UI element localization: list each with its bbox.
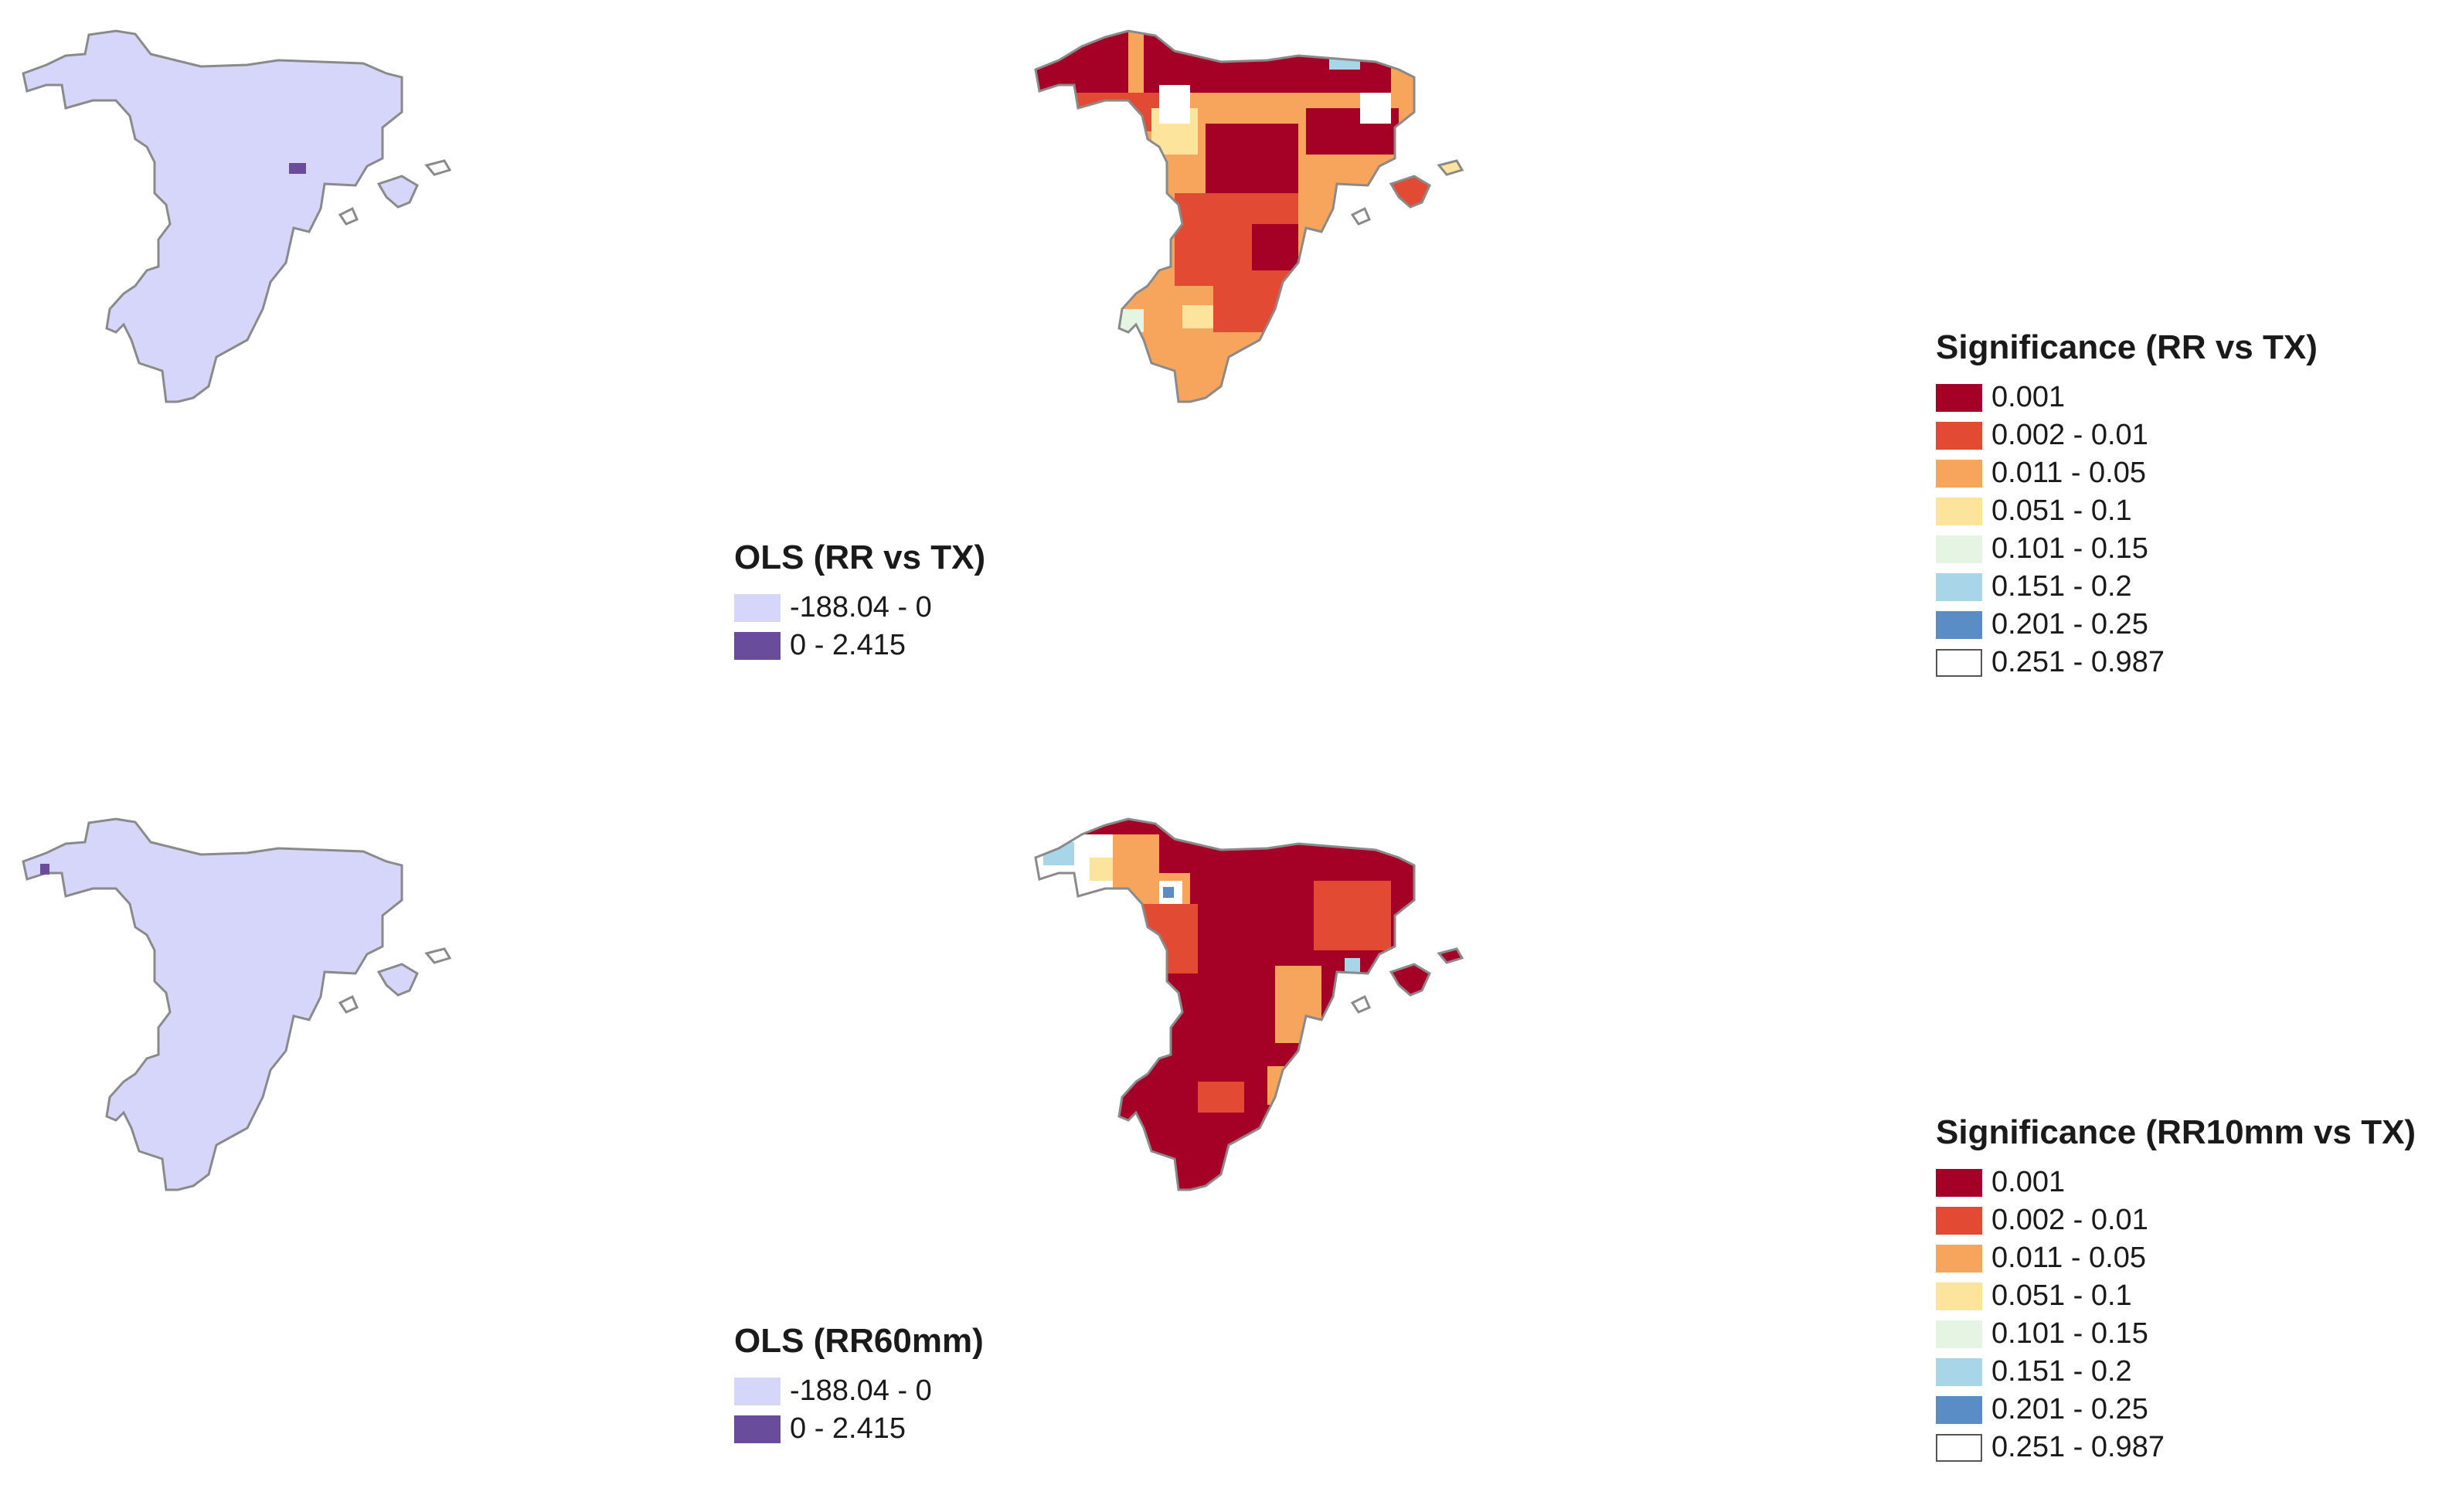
mainland-shape [22,29,452,403]
map-ols-rr60mm [22,817,452,1191]
legend-item: 0 - 2.415 [734,1410,984,1448]
mallorca-island [376,963,419,997]
mallorca-island [376,175,419,209]
ibiza-island [1350,994,1371,1014]
legend-significance-rr10mm-vs-tx: Significance (RR10mm vs TX) 0.001 0.002 … [1936,1113,2416,1466]
legend-title: Significance (RR vs TX) [1936,328,2318,366]
legend-item: 0.151 - 0.2 [1936,1353,2416,1391]
map-significance-rr-vs-tx [1034,29,1464,403]
legend-ols-rr60mm: OLS (RR60mm) -188.04 - 0 0 - 2.415 [734,1321,984,1448]
legend-label: 0.201 - 0.25 [1991,608,2148,640]
map-panel-ols-rr-vs-tx [0,0,1206,711]
legend-swatch [1936,648,1982,677]
legend-label: 0.251 - 0.987 [1991,646,2165,678]
legend-item: 0 - 2.415 [734,627,985,664]
legend-swatch [1936,497,1982,525]
legend-swatch [1936,459,1982,488]
legend-label: 0.001 [1991,1166,2066,1198]
menorca-island [1437,159,1464,176]
menorca-island [1437,947,1464,964]
legend-item: 0.151 - 0.2 [1936,568,2318,606]
legend-item: 0.001 [1936,1164,2416,1201]
map-panel-significance-rr10mm-vs-tx [1020,788,1870,1512]
legend-item: 0.201 - 0.25 [1936,1391,2416,1429]
legend-label: 0.011 - 0.05 [1991,1242,2147,1274]
legend-swatch [1936,1206,1982,1235]
legend-swatch [1936,1282,1982,1310]
legend-label: 0 - 2.415 [790,1412,906,1445]
legend-item: 0.051 - 0.1 [1936,492,2318,530]
ibiza-island [338,206,359,226]
iberian-mainland [22,817,403,1191]
legend-title: OLS (RR60mm) [734,1322,984,1360]
legend-label: 0.001 [1991,381,2066,413]
legend-item: 0.101 - 0.15 [1936,1315,2416,1353]
legend-swatch [734,1377,781,1405]
legend-significance-rr-vs-tx: Significance (RR vs TX) 0.001 0.002 - 0.… [1936,328,2318,681]
legend-label: 0.151 - 0.2 [1991,1355,2132,1388]
legend-label: 0.151 - 0.2 [1991,570,2132,603]
legend-label: -188.04 - 0 [790,1374,932,1407]
legend-item: 0.011 - 0.05 [1936,454,2318,492]
legend-item: 0.011 - 0.05 [1936,1239,2416,1277]
legend-item: 0.001 [1936,379,2318,416]
map-panel-ols-rr60mm [0,788,1206,1512]
legend-item: 0.201 - 0.25 [1936,606,2318,644]
legend-swatch [1936,610,1982,639]
legend-label: 0.201 - 0.25 [1991,1393,2148,1425]
legend-label: 0.011 - 0.05 [1991,457,2147,489]
map-significance-rr10mm-vs-tx [1034,817,1464,1191]
legend-item: 0.002 - 0.01 [1936,416,2318,454]
legend-title: OLS (RR vs TX) [734,539,986,576]
ols-highlight-cell [289,163,306,174]
ibiza-island [338,994,359,1014]
legend-item: 0.251 - 0.987 [1936,644,2318,681]
legend-item: -188.04 - 0 [734,589,985,627]
ibiza-island [1350,206,1371,226]
mainland-outline [1034,29,1416,403]
legend-swatch [734,1415,781,1443]
map-ols-rr-vs-tx [22,29,452,403]
legend-label: 0.101 - 0.15 [1991,1317,2148,1350]
legend-swatch [1936,383,1982,412]
legend-swatch [1936,1395,1982,1424]
iberian-mainland [22,29,403,403]
mallorca-island [1389,175,1431,209]
legend-item: -188.04 - 0 [734,1372,984,1410]
map-panel-significance-rr-vs-tx [1020,0,1870,711]
legend-label: 0.101 - 0.15 [1991,532,2148,565]
menorca-island [424,159,452,176]
mallorca-island [1389,963,1431,997]
legend-swatch [1936,1244,1982,1272]
legend-swatch [734,593,781,622]
legend-swatch [1936,1357,1982,1386]
legend-ols-rr-vs-tx: OLS (RR vs TX) -188.04 - 0 0 - 2.415 [734,538,985,664]
legend-item: 0.002 - 0.01 [1936,1201,2416,1239]
legend-swatch [1936,573,1982,601]
legend-label: -188.04 - 0 [790,591,932,623]
legend-label: 0.251 - 0.987 [1991,1431,2165,1463]
legend-label: 0.051 - 0.1 [1991,494,2132,527]
legend-item: 0.101 - 0.15 [1936,530,2318,568]
legend-label: 0 - 2.415 [790,629,906,661]
legend-label: 0.051 - 0.1 [1991,1279,2132,1312]
legend-swatch [1936,1320,1982,1348]
legend-label: 0.002 - 0.01 [1991,1204,2148,1236]
legend-swatch [1936,1433,1982,1462]
legend-item: 0.051 - 0.1 [1936,1277,2416,1315]
legend-item: 0.251 - 0.987 [1936,1429,2416,1466]
mainland-outline [1034,817,1416,1191]
menorca-island [424,947,452,964]
legend-swatch [1936,421,1982,450]
legend-swatch [1936,535,1982,563]
legend-title: Significance (RR10mm vs TX) [1936,1113,2416,1151]
legend-swatch [734,631,781,660]
ols-highlight-cell [40,864,49,875]
legend-swatch [1936,1168,1982,1197]
legend-label: 0.002 - 0.01 [1991,419,2148,451]
